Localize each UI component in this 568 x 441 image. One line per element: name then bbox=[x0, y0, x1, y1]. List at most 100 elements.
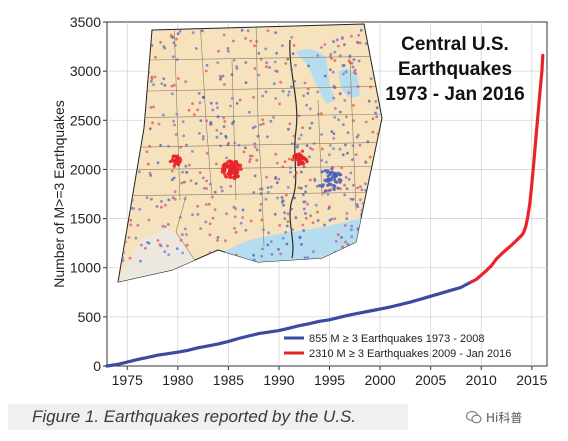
epicenter-dot bbox=[343, 99, 347, 102]
watermark-text: Hi科普 bbox=[486, 411, 523, 425]
epicenter-dot bbox=[130, 206, 134, 210]
epicenter-dot bbox=[266, 135, 269, 139]
epicenter-dot bbox=[350, 224, 354, 228]
epicenter-dot bbox=[357, 59, 361, 63]
epicenter-dot bbox=[345, 217, 349, 221]
epicenter-dot bbox=[187, 108, 191, 112]
epicenter-dot bbox=[348, 55, 352, 59]
epicenter-dot bbox=[265, 65, 268, 69]
y-axis: 0 500 1000 1500 2000 2500 3000 3500 bbox=[70, 14, 107, 374]
epicenter-dot bbox=[329, 55, 332, 58]
epicenter-dot bbox=[232, 58, 236, 62]
epicenter-dot bbox=[286, 186, 290, 189]
epicenter-dot bbox=[287, 127, 290, 131]
epicenter-dot bbox=[157, 122, 161, 126]
epicenter-dot bbox=[272, 115, 275, 119]
epicenter-dot bbox=[369, 85, 372, 89]
epicenter-dot bbox=[172, 41, 176, 45]
epicenter-dot bbox=[216, 106, 219, 110]
epicenter-dot bbox=[268, 66, 271, 69]
epicenter-dot bbox=[350, 34, 353, 38]
epicenter-dot bbox=[171, 55, 175, 59]
epicenter-dot bbox=[291, 228, 294, 232]
epicenter-dot bbox=[352, 119, 355, 123]
epicenter-dot bbox=[255, 158, 259, 162]
epicenter-dot bbox=[332, 136, 336, 140]
epicenter-dot bbox=[293, 80, 296, 83]
epicenter-dot bbox=[334, 107, 337, 110]
epicenter-dot bbox=[198, 171, 202, 175]
epicenter-dot bbox=[346, 243, 350, 246]
epicenter-dot bbox=[285, 242, 289, 246]
epicenter-dot bbox=[327, 182, 331, 186]
epicenter-dot bbox=[323, 223, 326, 227]
epicenter-dot bbox=[274, 176, 278, 179]
epicenter-dot bbox=[208, 233, 212, 237]
epicenter-dot bbox=[323, 43, 327, 46]
epicenter-dot bbox=[198, 101, 202, 105]
epicenter-dot bbox=[304, 216, 308, 220]
epicenter-dot bbox=[176, 32, 180, 36]
epicenter-dot bbox=[140, 243, 143, 247]
epicenter-dot bbox=[241, 208, 245, 212]
epicenter-dot bbox=[320, 46, 323, 49]
epicenter-dot bbox=[183, 227, 187, 231]
epicenter-dot bbox=[242, 150, 246, 154]
epicenter-dot bbox=[226, 47, 230, 50]
epicenter-dot bbox=[138, 170, 141, 174]
epicenter-dot bbox=[264, 197, 268, 201]
epicenter-dot bbox=[258, 208, 262, 212]
epicenter-dot bbox=[290, 142, 294, 146]
epicenter-dot bbox=[356, 85, 360, 89]
epicenter-dot bbox=[180, 181, 184, 185]
epicenter-dot bbox=[185, 243, 189, 247]
epicenter-dot bbox=[255, 40, 259, 43]
x-tick-label: 2015 bbox=[516, 372, 547, 388]
epicenter-dot bbox=[328, 188, 332, 192]
epicenter-dot bbox=[323, 169, 327, 173]
epicenter-dot bbox=[280, 196, 284, 199]
epicenter-dot bbox=[338, 54, 342, 58]
epicenter-dot bbox=[204, 203, 208, 206]
epicenter-dot bbox=[252, 258, 256, 262]
epicenter-dot bbox=[222, 168, 227, 172]
epicenter-dot bbox=[208, 222, 212, 226]
epicenter-dot bbox=[160, 200, 163, 203]
epicenter-dot bbox=[275, 161, 279, 165]
epicenter-dot bbox=[286, 212, 290, 216]
epicenter-dot bbox=[361, 201, 365, 205]
epicenter-dot bbox=[220, 189, 224, 193]
epicenter-dot bbox=[244, 228, 248, 232]
watermark: Hi科普 bbox=[466, 409, 522, 426]
epicenter-dot bbox=[338, 147, 342, 151]
epicenter-dot bbox=[205, 119, 209, 123]
epicenter-dot bbox=[273, 212, 277, 216]
epicenter-dot bbox=[227, 159, 232, 163]
epicenter-dot bbox=[189, 179, 193, 183]
epicenter-dot bbox=[366, 140, 370, 144]
epicenter-dot bbox=[266, 29, 270, 33]
epicenter-dot bbox=[234, 174, 238, 178]
mississippi-river bbox=[289, 39, 298, 259]
epicenter-dot bbox=[317, 112, 320, 116]
epicenter-dot bbox=[316, 90, 320, 94]
epicenter-dot bbox=[287, 93, 290, 97]
epicenter-dot bbox=[231, 39, 235, 43]
epicenter-dot bbox=[181, 233, 184, 237]
epicenter-dot bbox=[209, 101, 213, 105]
epicenter-dot bbox=[163, 250, 167, 254]
epicenter-dot bbox=[290, 68, 293, 71]
epicenter-dot bbox=[337, 44, 340, 48]
epicenter-dot bbox=[234, 230, 238, 234]
epicenter-dot bbox=[333, 217, 337, 221]
epicenter-dot bbox=[301, 223, 305, 227]
epicenter-dot bbox=[332, 96, 335, 100]
epicenter-dot bbox=[341, 36, 344, 39]
epicenter-dot bbox=[235, 101, 239, 105]
great-lakes bbox=[296, 49, 360, 104]
epicenter-dot bbox=[145, 241, 149, 244]
epicenter-dot bbox=[216, 115, 220, 119]
epicenter-dot bbox=[215, 128, 219, 132]
epicenter-dot bbox=[335, 180, 339, 184]
epicenter-dot bbox=[343, 183, 346, 187]
